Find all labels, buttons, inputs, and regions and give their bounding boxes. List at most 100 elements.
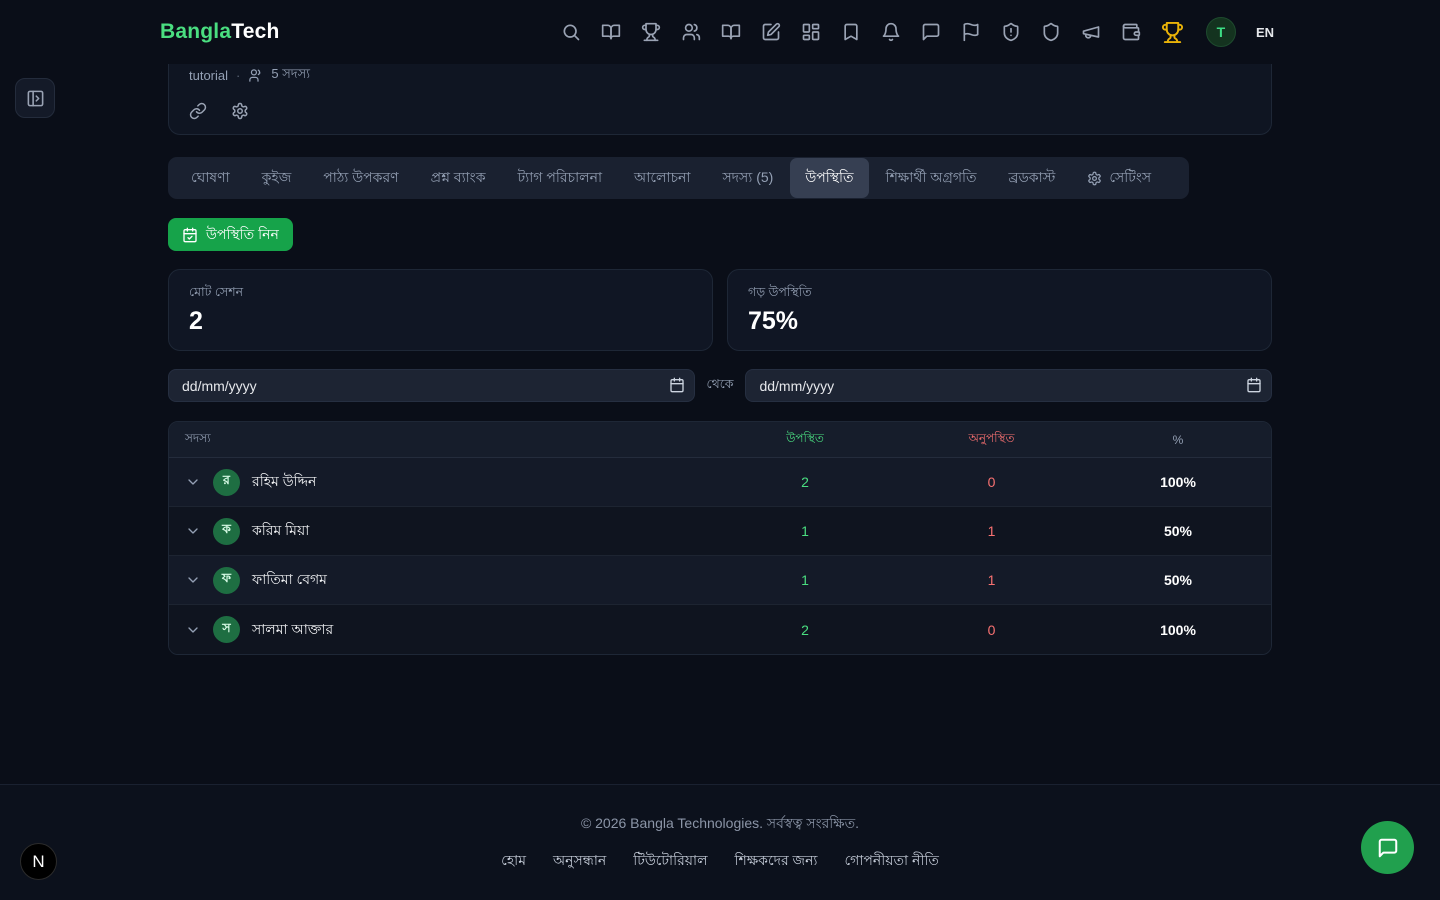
- logo-part-green: Bangla: [160, 20, 232, 43]
- date-to-input[interactable]: [745, 369, 1272, 402]
- stat-value: 75%: [748, 307, 799, 335]
- stat-card-average-attendance: গড় উপস্থিতি 75%: [727, 269, 1272, 351]
- footer-link-tutorials[interactable]: টিউটোরিয়াল: [633, 852, 708, 868]
- attendance-stats: মোট সেশন 2 গড় উপস্থিতি 75%: [168, 269, 1272, 351]
- tab-materials[interactable]: পাঠ্য উপকরণ: [308, 158, 413, 198]
- book-open-icon[interactable]: [601, 22, 621, 42]
- footer-link-privacy-policy[interactable]: গোপনীয়তা নীতি: [844, 852, 939, 868]
- footer-links: হোম অনুসন্ধান টিউটোরিয়াল শিক্ষকদের জন্য…: [501, 849, 939, 873]
- top-navbar: BanglaTech T EN: [0, 0, 1440, 64]
- take-attendance-button[interactable]: উপস্থিতি নিন: [168, 218, 293, 251]
- avatar: ফ: [213, 566, 240, 594]
- tab-quiz[interactable]: কুইজ: [247, 158, 307, 198]
- stat-label: গড় উপস্থিতি: [748, 285, 812, 299]
- tab-discussion[interactable]: আলোচনা: [619, 158, 705, 198]
- tab-tag-management[interactable]: ট্যাগ পরিচালনা: [503, 158, 618, 198]
- library-book-icon[interactable]: [721, 22, 741, 42]
- member-cell: ক করিম মিয়া: [169, 517, 712, 545]
- user-avatar[interactable]: T: [1205, 17, 1236, 47]
- table-row[interactable]: ফ ফাতিমা বেগম 1 1 50%: [169, 556, 1271, 605]
- language-switcher[interactable]: EN: [1255, 24, 1274, 40]
- absent-count: 0: [987, 621, 996, 638]
- message-icon[interactable]: [921, 22, 941, 42]
- brand-logo[interactable]: BanglaTech: [160, 20, 279, 44]
- bookmark-icon[interactable]: [841, 22, 861, 42]
- date-from-wrap: [168, 369, 695, 402]
- copy-link-icon[interactable]: [189, 102, 207, 120]
- wallet-icon[interactable]: [1121, 22, 1141, 42]
- table-row[interactable]: স সালমা আক্তার 2 0 100%: [169, 605, 1271, 654]
- date-from-input[interactable]: [168, 369, 695, 402]
- group-meta: tutorial · 5 সদস্য: [189, 64, 1251, 86]
- navbar-actions: T EN: [561, 17, 1274, 47]
- present-count: 2: [801, 621, 809, 638]
- nextjs-dev-badge[interactable]: N: [20, 843, 57, 880]
- header-present: উপস্থিত: [786, 430, 824, 445]
- attendance-percent: 100%: [1160, 621, 1196, 638]
- group-actions: [189, 102, 1251, 120]
- attendance-percent: 50%: [1163, 572, 1193, 588]
- chevron-down-icon[interactable]: [185, 622, 201, 638]
- stat-value: 2: [189, 307, 203, 335]
- members-icon: [249, 69, 261, 82]
- attendance-percent: 100%: [1160, 474, 1196, 490]
- logo-part-white: Tech: [231, 20, 280, 43]
- shield-icon[interactable]: [1041, 22, 1061, 42]
- footer-link-search[interactable]: অনুসন্ধান: [553, 852, 607, 868]
- tab-settings[interactable]: সেটিংস: [1072, 158, 1166, 198]
- attendance-percent: 50%: [1163, 523, 1193, 539]
- date-range-filter: থেকে: [168, 369, 1272, 402]
- tab-members[interactable]: সদস্য (5): [707, 158, 788, 198]
- table-row[interactable]: ক করিম মিয়া 1 1 50%: [169, 507, 1271, 556]
- member-name: করিম মিয়া: [252, 522, 310, 538]
- avatar: স: [213, 616, 240, 643]
- page-content: tutorial · 5 সদস্য ঘোষণা কুইজ পাঠ্য উপকর…: [168, 64, 1272, 655]
- table-header-row: সদস্য উপস্থিত অনুপস্থিত %: [169, 422, 1271, 458]
- chevron-down-icon[interactable]: [185, 523, 201, 539]
- chevron-down-icon[interactable]: [185, 572, 201, 588]
- footer-link-home[interactable]: হোম: [501, 852, 527, 868]
- table-row[interactable]: র রহিম উদ্দিন 2 0 100%: [169, 458, 1271, 507]
- member-count: 5 সদস্য: [271, 66, 310, 81]
- meta-separator: ·: [236, 68, 241, 83]
- group-name: tutorial: [189, 68, 229, 83]
- footer-link-for-teachers[interactable]: শিক্ষকদের জন্য: [734, 852, 818, 868]
- present-count: 2: [801, 474, 809, 490]
- tab-attendance[interactable]: উপস্থিতি: [790, 158, 869, 198]
- achievements-trophy-icon[interactable]: [1161, 21, 1184, 44]
- chat-bubble-icon: [1378, 838, 1397, 857]
- users-icon[interactable]: [681, 22, 701, 42]
- flag-icon[interactable]: [961, 22, 981, 42]
- present-count: 1: [801, 572, 809, 588]
- tab-settings-label: সেটিংস: [1109, 169, 1152, 185]
- absent-count: 0: [987, 474, 996, 490]
- member-name: রহিম উদ্দিন: [252, 473, 317, 489]
- present-count: 1: [801, 523, 809, 539]
- tab-broadcast[interactable]: ব্রডকাস্ট: [994, 158, 1071, 198]
- shield-alert-icon[interactable]: [1001, 22, 1021, 42]
- bell-icon[interactable]: [881, 22, 901, 42]
- chat-fab-button[interactable]: [1361, 821, 1414, 874]
- calendar-check-icon: [183, 227, 197, 242]
- panel-open-icon: [27, 90, 43, 106]
- absent-count: 1: [987, 523, 996, 539]
- group-settings-icon[interactable]: [231, 102, 249, 120]
- member-cell: স সালমা আক্তার: [169, 616, 712, 643]
- header-member: সদস্য: [185, 430, 211, 445]
- attendance-table: সদস্য উপস্থিত অনুপস্থিত % র রহিম উদ্দিন …: [168, 421, 1272, 655]
- take-attendance-label: উপস্থিতি নিন: [206, 225, 279, 242]
- dashboard-grid-icon[interactable]: [801, 22, 821, 42]
- chevron-down-icon[interactable]: [185, 474, 201, 490]
- trophy-icon[interactable]: [641, 22, 661, 42]
- page-footer: © 2026 Bangla Technologies. সর্বস্বত্ব স…: [0, 784, 1440, 900]
- tab-announcements[interactable]: ঘোষণা: [176, 158, 245, 198]
- sidebar-toggle-button[interactable]: [15, 78, 55, 118]
- tab-question-bank[interactable]: প্রশ্ন ব্যাংক: [416, 158, 501, 198]
- search-icon[interactable]: [561, 22, 581, 42]
- avatar: ক: [213, 517, 240, 545]
- header-percent: %: [1172, 432, 1184, 447]
- megaphone-icon[interactable]: [1081, 22, 1101, 42]
- edit-icon[interactable]: [761, 22, 781, 42]
- tab-student-progress[interactable]: শিক্ষার্থী অগ্রগতি: [871, 158, 992, 198]
- member-cell: র রহিম উদ্দিন: [169, 468, 712, 496]
